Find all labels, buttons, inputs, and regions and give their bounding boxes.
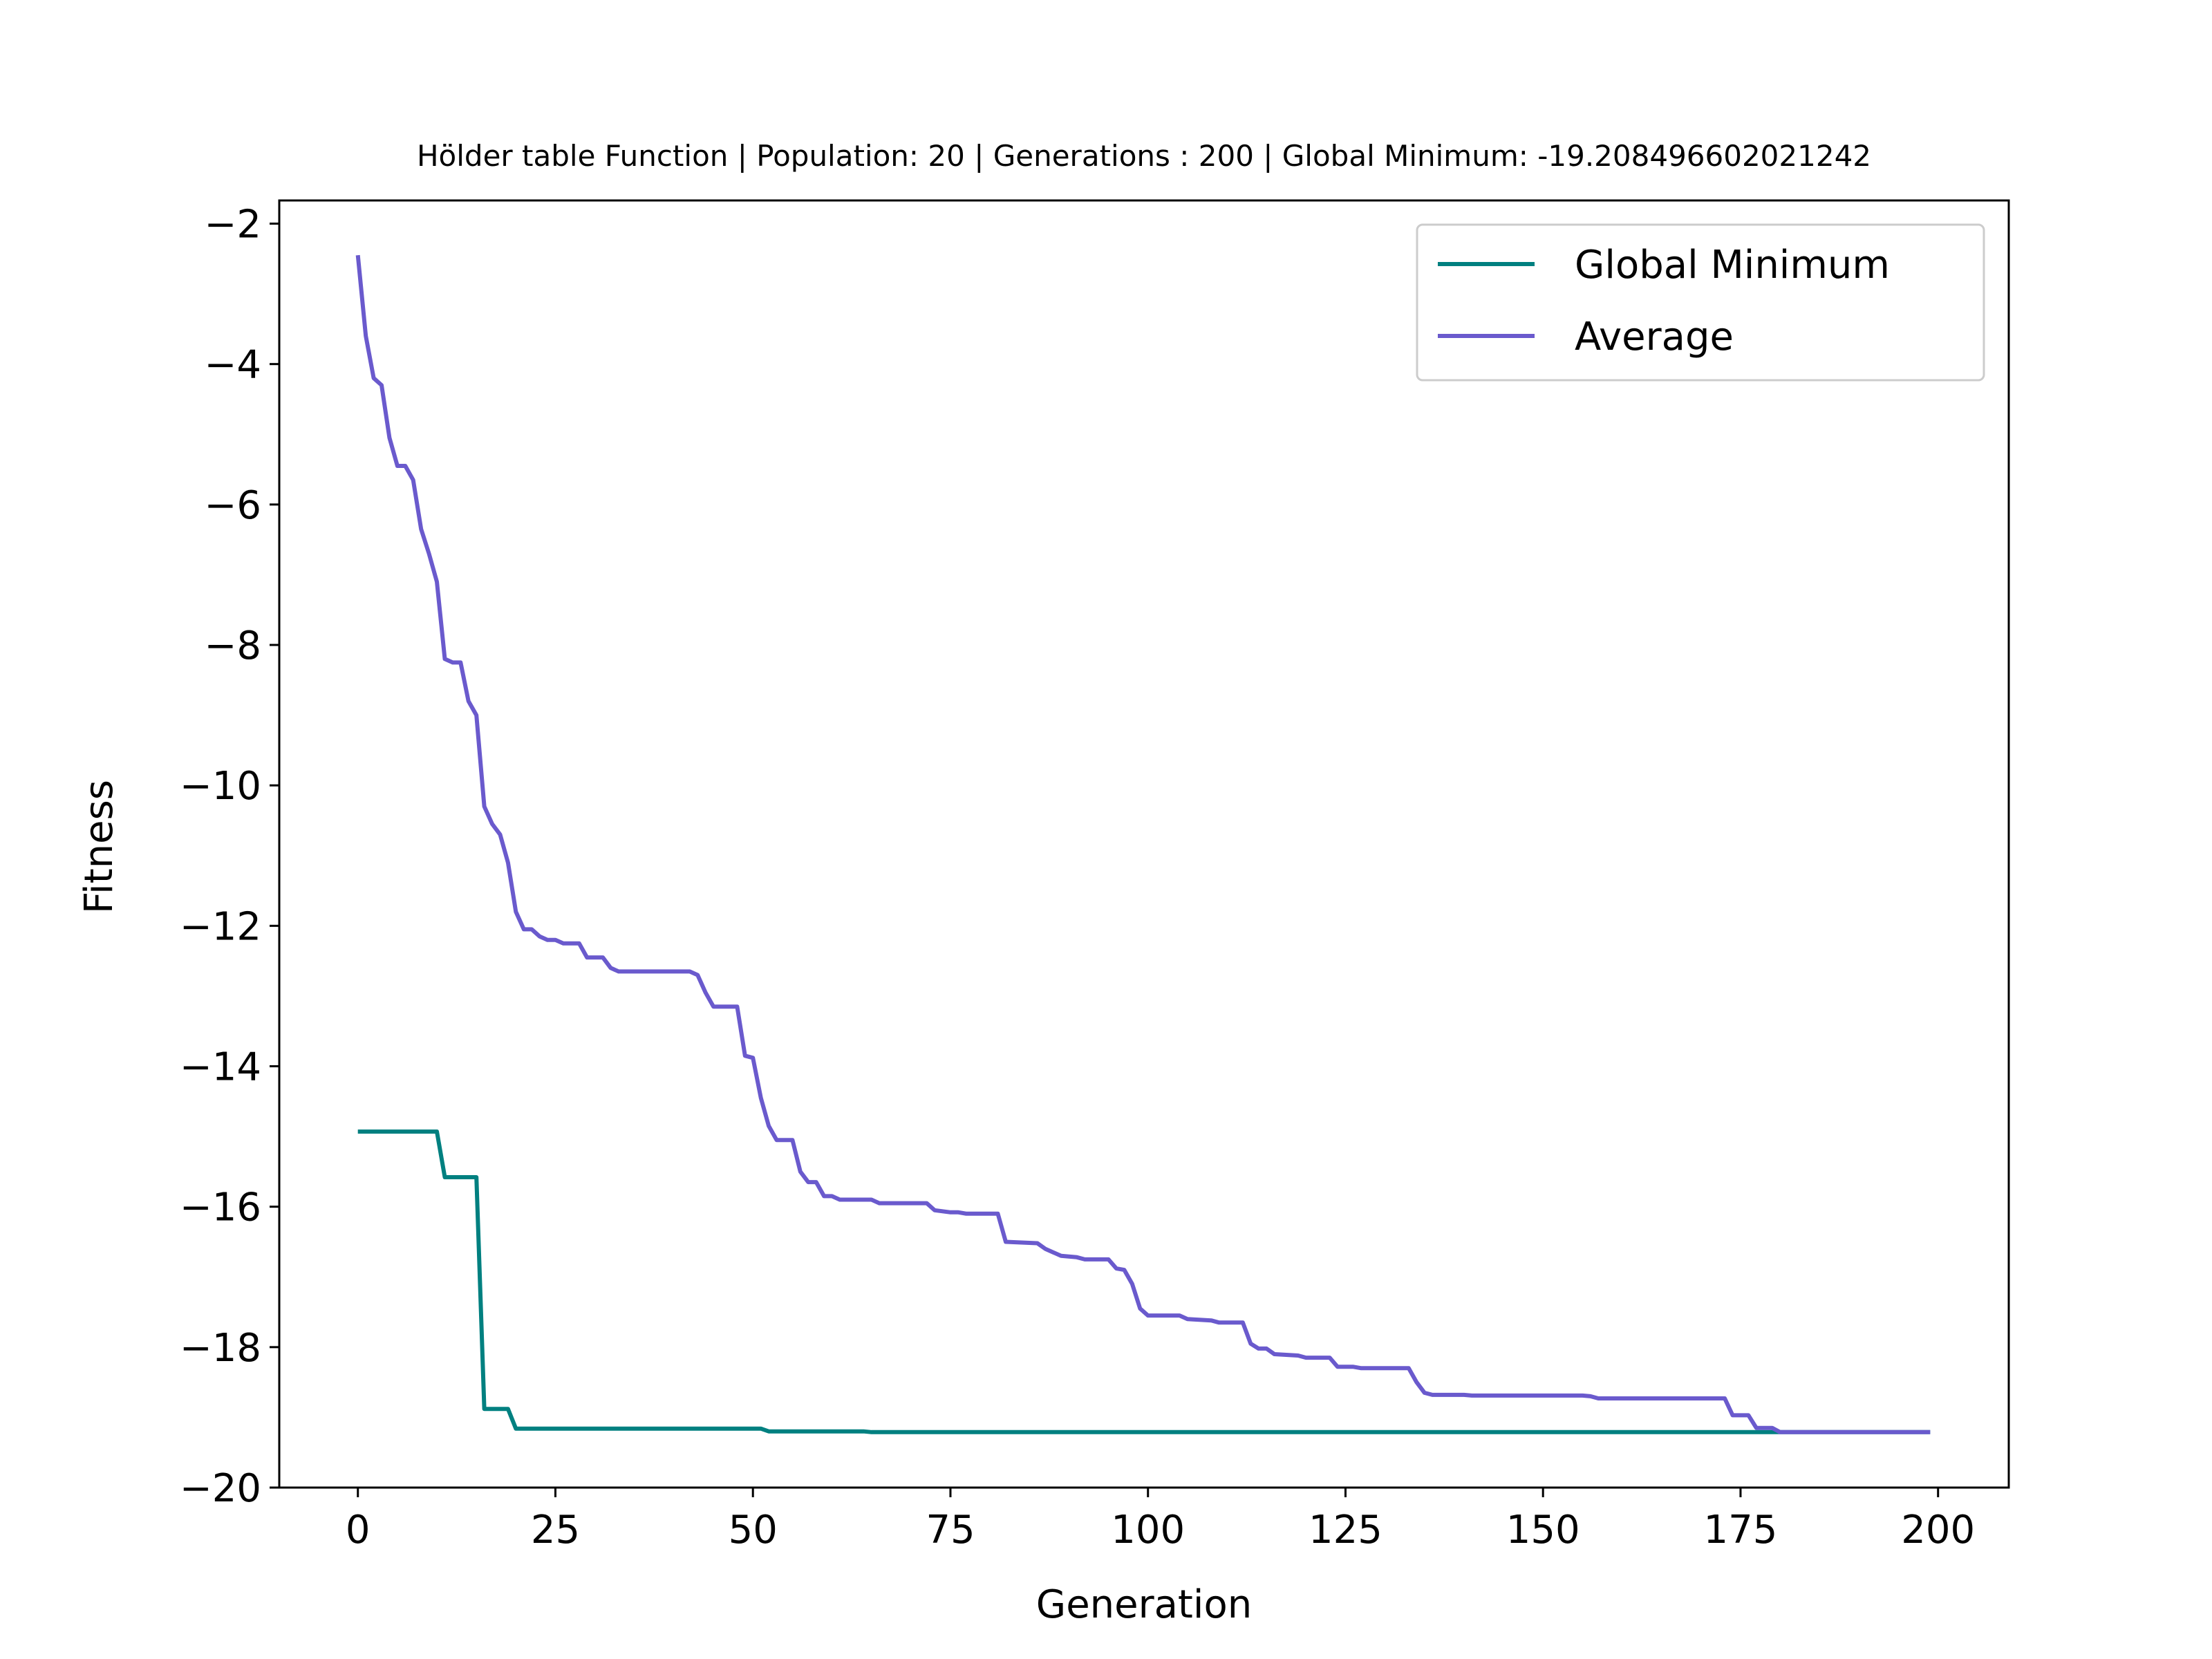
legend-box bbox=[1416, 223, 1985, 382]
legend: Global Minimum Average bbox=[1416, 223, 1985, 382]
y-axis-ticks: −20 −18 −16 −14 −12 −10 −8 −6 −4 −2 bbox=[180, 203, 279, 1511]
x-tick-label: 50 bbox=[729, 1508, 778, 1553]
y-tick-label: −2 bbox=[204, 203, 261, 247]
y-tick-label: −10 bbox=[180, 764, 261, 809]
x-tick-label: 175 bbox=[1704, 1508, 1778, 1553]
plot-frame bbox=[278, 199, 2010, 1489]
plot-area bbox=[278, 199, 2010, 1489]
legend-label: Average bbox=[1575, 315, 1734, 359]
y-tick-label: −8 bbox=[204, 624, 261, 668]
chart-title: Hölder table Function | Population: 20 |… bbox=[417, 139, 1871, 173]
y-tick-label: −18 bbox=[180, 1326, 261, 1371]
x-tick-label: 75 bbox=[926, 1508, 975, 1553]
series-line-global-minimum bbox=[357, 1130, 1931, 1434]
y-tick-label: −16 bbox=[180, 1185, 261, 1230]
x-axis-title: Generation bbox=[1036, 1582, 1252, 1627]
x-tick-label: 125 bbox=[1309, 1508, 1382, 1553]
y-tick-label: −14 bbox=[180, 1045, 261, 1090]
y-tick-label: −12 bbox=[180, 904, 261, 949]
y-axis-title: Fitness bbox=[77, 780, 122, 914]
x-tick-label: 0 bbox=[346, 1508, 371, 1553]
series-line-average bbox=[355, 254, 1931, 1434]
y-tick-label: −20 bbox=[180, 1466, 261, 1511]
x-tick-label: 25 bbox=[531, 1508, 580, 1553]
y-tick-label: −4 bbox=[204, 343, 261, 388]
x-tick-label: 200 bbox=[1901, 1508, 1975, 1553]
y-tick-label: −6 bbox=[204, 483, 261, 528]
x-axis-ticks: 0 25 50 75 100 125 150 175 200 bbox=[346, 1488, 1975, 1553]
x-tick-label: 100 bbox=[1111, 1508, 1185, 1553]
x-tick-label: 150 bbox=[1506, 1508, 1580, 1553]
legend-label: Global Minimum bbox=[1575, 243, 1890, 288]
